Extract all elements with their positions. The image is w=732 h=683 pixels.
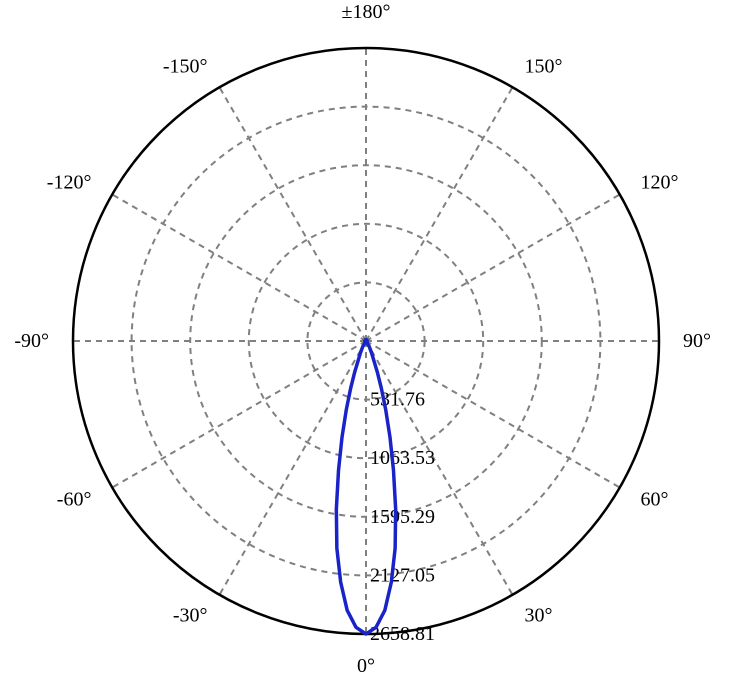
angle-label: 0°	[357, 655, 375, 677]
radial-tick-label: 1595.29	[370, 506, 435, 528]
angle-label: -120°	[47, 172, 92, 194]
center-point	[363, 338, 369, 344]
angle-label: -30°	[173, 605, 208, 627]
angle-label: 150°	[525, 55, 563, 77]
angle-label: 90°	[683, 330, 711, 352]
angle-label: -90°	[14, 330, 49, 352]
angle-label: 30°	[525, 605, 553, 627]
angle-label: 60°	[641, 489, 669, 511]
angle-label: -60°	[57, 489, 92, 511]
radial-tick-label: 1063.53	[370, 447, 435, 469]
radial-tick-label: 2658.81	[370, 623, 435, 645]
angle-label: ±180°	[342, 1, 391, 23]
radial-tick-label: 2127.05	[370, 564, 435, 586]
angle-label: -150°	[163, 55, 208, 77]
angle-label: 120°	[641, 172, 679, 194]
radial-tick-label: 531.76	[370, 389, 425, 411]
polar-chart: 531.76 1063.53 1595.29 2127.05 2658.81 0° 30° 6…	[0, 0, 732, 683]
